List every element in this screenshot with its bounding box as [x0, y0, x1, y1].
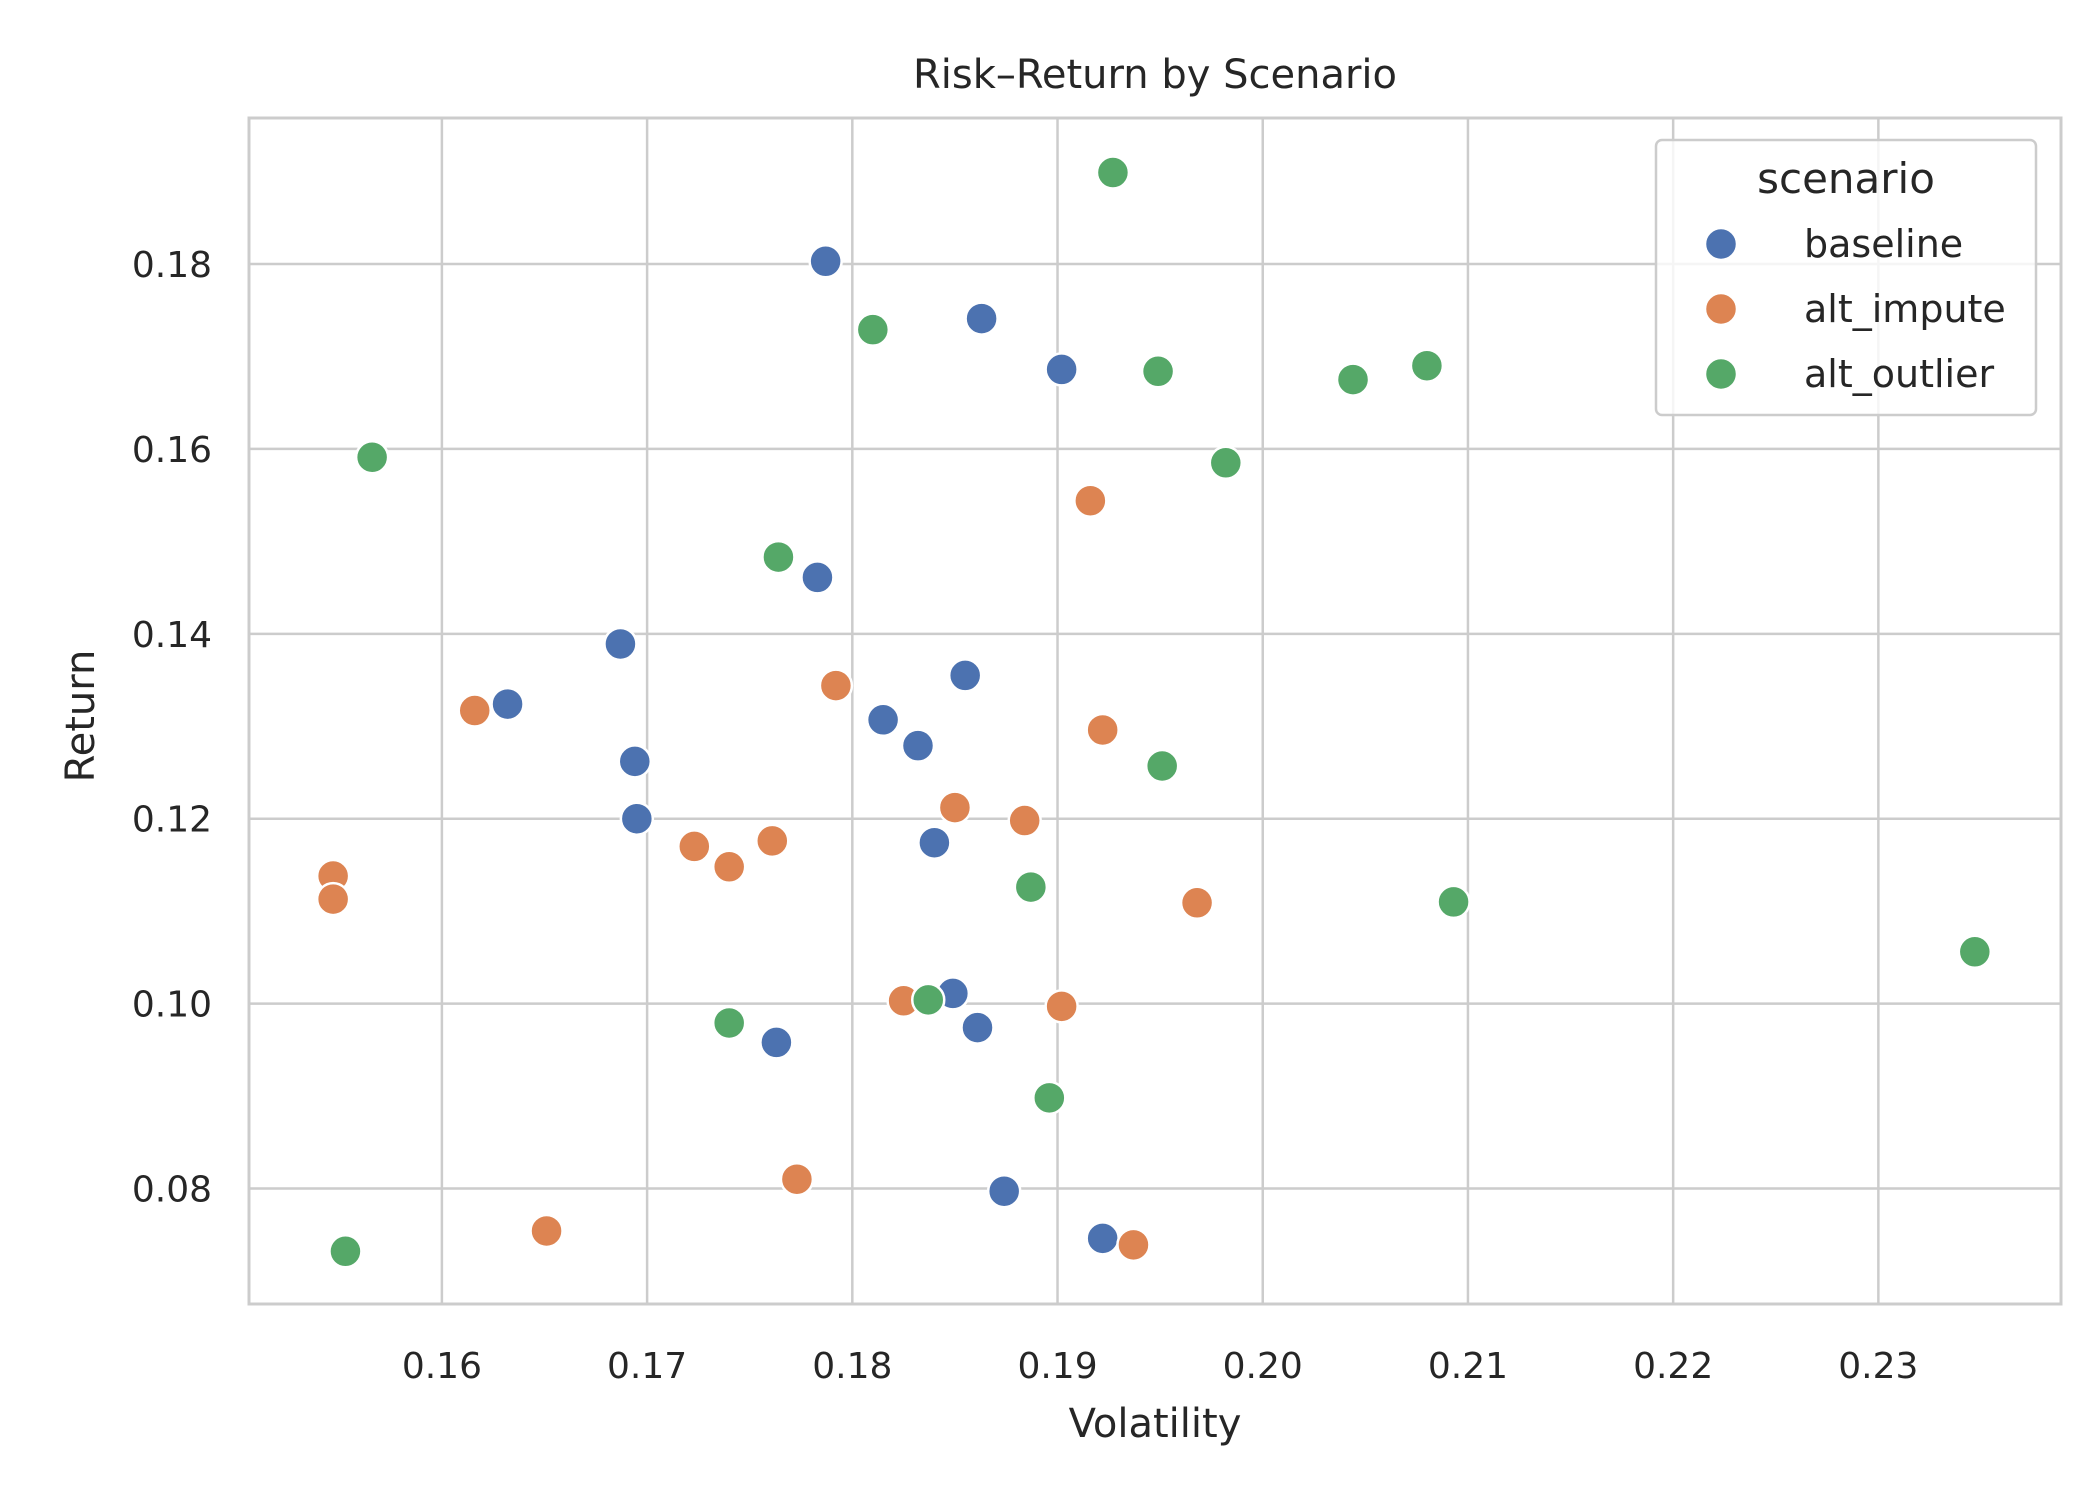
legend-marker-alt_impute — [1703, 291, 1739, 327]
point-baseline — [960, 1010, 995, 1045]
point-alt_impute — [818, 668, 854, 703]
point-alt_impute — [1007, 803, 1042, 838]
point-baseline — [1044, 352, 1079, 387]
point-alt_outlier — [910, 982, 946, 1018]
point-alt_outlier — [1436, 884, 1471, 920]
point-baseline — [917, 825, 952, 860]
point-alt_impute — [1116, 1227, 1151, 1263]
legend-label-baseline: baseline — [1804, 222, 1963, 266]
point-alt_outlier — [1144, 748, 1180, 784]
y-tick-label: 0.08 — [132, 1169, 212, 1210]
y-tick-label: 0.12 — [132, 800, 212, 841]
point-baseline — [865, 702, 901, 738]
legend-marker-alt_outlier — [1703, 356, 1739, 392]
point-alt_outlier — [1208, 445, 1244, 481]
y-tick-label: 0.16 — [132, 430, 212, 471]
point-alt_outlier — [1140, 354, 1176, 389]
point-alt_impute — [711, 849, 747, 885]
point-baseline — [617, 744, 653, 779]
point-baseline — [603, 626, 638, 662]
x-tick-labels: 0.16 0.17 0.18 0.19 0.20 0.21 0.22 0.23 — [402, 1346, 1919, 1387]
point-baseline — [900, 728, 936, 763]
legend-label-alt_outlier: alt_outlier — [1804, 352, 1994, 396]
x-tick-label: 0.18 — [812, 1346, 892, 1387]
x-tick-label: 0.17 — [607, 1346, 687, 1387]
y-tick-label: 0.18 — [132, 245, 212, 286]
point-baseline — [986, 1173, 1022, 1209]
legend-box — [1654, 138, 2038, 417]
point-alt_outlier — [328, 1234, 363, 1269]
point-alt_outlier — [1335, 362, 1371, 397]
point-alt_impute — [1044, 989, 1079, 1024]
legend-items: baseline alt_impute alt_outlier — [1703, 222, 2006, 396]
point-baseline — [947, 658, 983, 693]
legend: scenario baseline alt_impute alt_outlier — [1654, 138, 2038, 417]
point-alt_impute — [1179, 885, 1215, 921]
point-baseline — [808, 244, 843, 279]
point-baseline — [800, 560, 835, 595]
x-axis-label: Volatility — [1069, 1401, 1242, 1447]
x-tick-label: 0.20 — [1223, 1346, 1303, 1387]
x-tick-label: 0.19 — [1017, 1346, 1097, 1387]
point-alt_outlier — [711, 1005, 747, 1041]
point-alt_outlier — [1095, 155, 1131, 190]
point-baseline — [619, 801, 655, 836]
x-tick-label: 0.23 — [1838, 1346, 1918, 1387]
y-axis-label: Return — [58, 650, 104, 783]
point-alt_impute — [315, 881, 351, 917]
point-baseline — [1085, 1221, 1120, 1256]
point-baseline — [759, 1025, 794, 1060]
point-alt_outlier — [354, 440, 390, 475]
y-tick-label: 0.14 — [132, 615, 212, 656]
y-tick-labels: 0.08 0.10 0.12 0.14 0.16 0.18 — [132, 245, 212, 1210]
point-alt_outlier — [855, 312, 891, 347]
legend-marker-baseline — [1703, 226, 1739, 262]
point-alt_impute — [779, 1161, 815, 1197]
point-alt_impute — [937, 790, 973, 825]
point-baseline — [490, 686, 525, 722]
point-alt_impute — [1073, 483, 1108, 518]
data-points — [315, 155, 1993, 1269]
x-tick-label: 0.22 — [1633, 1346, 1713, 1387]
point-alt_impute — [677, 829, 712, 864]
point-alt_impute — [457, 693, 492, 728]
x-tick-label: 0.21 — [1428, 1346, 1508, 1387]
point-alt_impute — [755, 823, 790, 859]
point-alt_impute — [529, 1213, 564, 1249]
plot-frame — [247, 116, 2063, 1306]
point-alt_outlier — [1409, 348, 1445, 383]
y-tick-label: 0.10 — [132, 985, 212, 1026]
point-alt_outlier — [1032, 1080, 1067, 1116]
point-alt_impute — [1085, 712, 1120, 748]
point-alt_outlier — [1957, 934, 1993, 970]
legend-label-alt_impute: alt_impute — [1804, 287, 2006, 331]
x-tick-label: 0.16 — [402, 1346, 482, 1387]
legend-title: scenario — [1757, 154, 1935, 203]
point-alt_outlier — [761, 539, 796, 575]
point-baseline — [964, 301, 999, 336]
point-alt_outlier — [1013, 869, 1049, 905]
chart-title: Risk–Return by Scenario — [913, 52, 1397, 98]
